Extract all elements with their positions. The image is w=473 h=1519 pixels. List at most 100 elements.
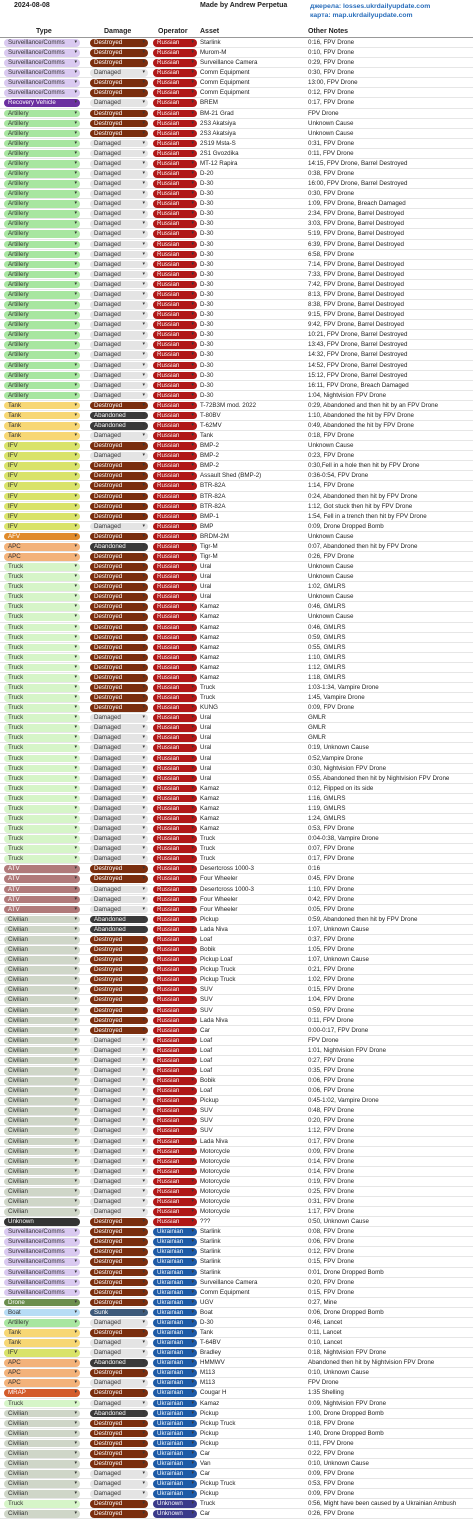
damage-dropdown[interactable]: Damaged [90,724,148,732]
type-dropdown[interactable]: Civilian [4,1006,80,1015]
damage-dropdown[interactable]: Damaged [90,1087,148,1095]
damage-dropdown[interactable]: Destroyed [90,684,148,692]
type-dropdown[interactable]: IFV [4,1349,80,1357]
operator-dropdown[interactable]: Unknown [153,1510,197,1518]
operator-dropdown[interactable]: Russian [153,89,197,97]
type-dropdown[interactable]: IFV [4,462,80,470]
operator-dropdown[interactable]: Russian [153,734,197,742]
type-dropdown[interactable]: Civilian [4,1016,80,1025]
type-dropdown[interactable]: Artillery [4,341,80,349]
damage-dropdown[interactable]: Damaged [90,905,148,914]
map-link[interactable]: карта: map.ukrdailyupdate.com [310,12,413,19]
type-dropdown[interactable]: APC [4,1359,80,1367]
type-dropdown[interactable]: Truck [4,593,80,601]
damage-dropdown[interactable]: Damaged [90,1399,148,1408]
type-dropdown[interactable]: Truck [4,673,80,682]
operator-dropdown[interactable]: Russian [153,1066,197,1075]
operator-dropdown[interactable]: Ukrainian [153,1359,197,1367]
damage-dropdown[interactable]: Damaged [90,1379,148,1387]
type-dropdown[interactable]: Civilian [4,1208,80,1216]
type-dropdown[interactable]: ATV [4,865,80,873]
type-dropdown[interactable]: Civilian [4,1409,80,1418]
type-dropdown[interactable]: ATV [4,895,80,904]
damage-dropdown[interactable]: Destroyed [90,1026,148,1035]
type-dropdown[interactable]: Civilian [4,1147,80,1156]
type-dropdown[interactable]: Civilian [4,1460,80,1468]
damage-dropdown[interactable]: Damaged [90,69,148,77]
type-dropdown[interactable]: Truck [4,784,80,793]
damage-dropdown[interactable]: Destroyed [90,1016,148,1025]
type-dropdown[interactable]: Artillery [4,391,80,400]
operator-dropdown[interactable]: Russian [153,79,197,87]
damage-dropdown[interactable]: Damaged [90,1046,148,1055]
type-dropdown[interactable]: Artillery [4,321,80,329]
operator-dropdown[interactable]: Ukrainian [153,1329,197,1337]
operator-dropdown[interactable]: Russian [153,583,197,591]
type-dropdown[interactable]: Artillery [4,190,80,198]
damage-dropdown[interactable]: Damaged [90,220,148,228]
type-dropdown[interactable]: Surveillance/Comms [4,49,80,57]
operator-dropdown[interactable]: Russian [153,603,197,611]
type-dropdown[interactable]: Artillery [4,290,80,299]
type-dropdown[interactable]: Civilian [4,1087,80,1095]
damage-dropdown[interactable]: Damaged [90,784,148,793]
operator-dropdown[interactable]: Russian [153,1137,197,1146]
operator-dropdown[interactable]: Ukrainian [153,1460,197,1468]
damage-dropdown[interactable]: Damaged [90,1147,148,1156]
operator-dropdown[interactable]: Ukrainian [153,1318,197,1327]
damage-dropdown[interactable]: Damaged [90,1056,148,1065]
type-dropdown[interactable]: IFV [4,502,80,511]
operator-dropdown[interactable]: Russian [153,633,197,642]
damage-dropdown[interactable]: Destroyed [90,502,148,511]
damage-dropdown[interactable]: Destroyed [90,613,148,622]
operator-dropdown[interactable]: Russian [153,69,197,77]
damage-dropdown[interactable]: Destroyed [90,946,148,954]
damage-dropdown[interactable]: Destroyed [90,1268,148,1277]
damage-dropdown[interactable]: Damaged [90,1490,148,1498]
type-dropdown[interactable]: ATV [4,875,80,884]
operator-dropdown[interactable]: Ukrainian [153,1470,197,1478]
damage-dropdown[interactable]: Damaged [90,1177,148,1186]
damage-dropdown[interactable]: Destroyed [90,472,148,480]
damage-dropdown[interactable]: Damaged [90,1137,148,1146]
type-dropdown[interactable]: Surveillance/Comms [4,39,80,47]
type-dropdown[interactable]: Artillery [4,119,80,128]
operator-dropdown[interactable]: Ukrainian [153,1308,197,1317]
damage-dropdown[interactable]: Damaged [90,290,148,299]
damage-dropdown[interactable]: Destroyed [90,935,148,944]
type-dropdown[interactable]: AFV [4,532,80,541]
damage-dropdown[interactable]: Sunk [90,1308,148,1317]
type-dropdown[interactable]: IFV [4,442,80,450]
type-dropdown[interactable]: Civilian [4,1187,80,1196]
type-dropdown[interactable]: Drone [4,1298,80,1307]
operator-dropdown[interactable]: Russian [153,210,197,218]
type-dropdown[interactable]: Artillery [4,311,80,319]
type-dropdown[interactable]: Artillery [4,280,80,289]
type-dropdown[interactable]: Civilian [4,966,80,974]
damage-dropdown[interactable]: Destroyed [90,633,148,642]
damage-dropdown[interactable]: Damaged [90,341,148,349]
operator-dropdown[interactable]: Russian [153,774,197,783]
damage-dropdown[interactable]: Damaged [90,794,148,803]
operator-dropdown[interactable]: Russian [153,1046,197,1055]
damage-dropdown[interactable]: Damaged [90,1127,148,1136]
damage-dropdown[interactable]: Destroyed [90,573,148,581]
damage-dropdown[interactable]: Destroyed [90,39,148,47]
damage-dropdown[interactable]: Abandoned [90,925,148,934]
type-dropdown[interactable]: Civilian [4,956,80,964]
operator-dropdown[interactable]: Russian [153,946,197,954]
operator-dropdown[interactable]: Ukrainian [153,1268,197,1277]
damage-dropdown[interactable]: Damaged [90,381,148,390]
damage-dropdown[interactable]: Destroyed [90,1389,148,1398]
operator-dropdown[interactable]: Russian [153,744,197,753]
operator-dropdown[interactable]: Russian [153,482,197,491]
type-dropdown[interactable]: Recovery Vehicle [4,99,80,108]
damage-dropdown[interactable]: Damaged [90,885,148,894]
operator-dropdown[interactable]: Russian [153,1197,197,1206]
damage-dropdown[interactable]: Destroyed [90,1429,148,1438]
type-dropdown[interactable]: Surveillance/Comms [4,69,80,77]
operator-dropdown[interactable]: Russian [153,1077,197,1085]
damage-dropdown[interactable]: Damaged [90,210,148,218]
damage-dropdown[interactable]: Destroyed [90,603,148,611]
damage-dropdown[interactable]: Destroyed [90,1449,148,1458]
